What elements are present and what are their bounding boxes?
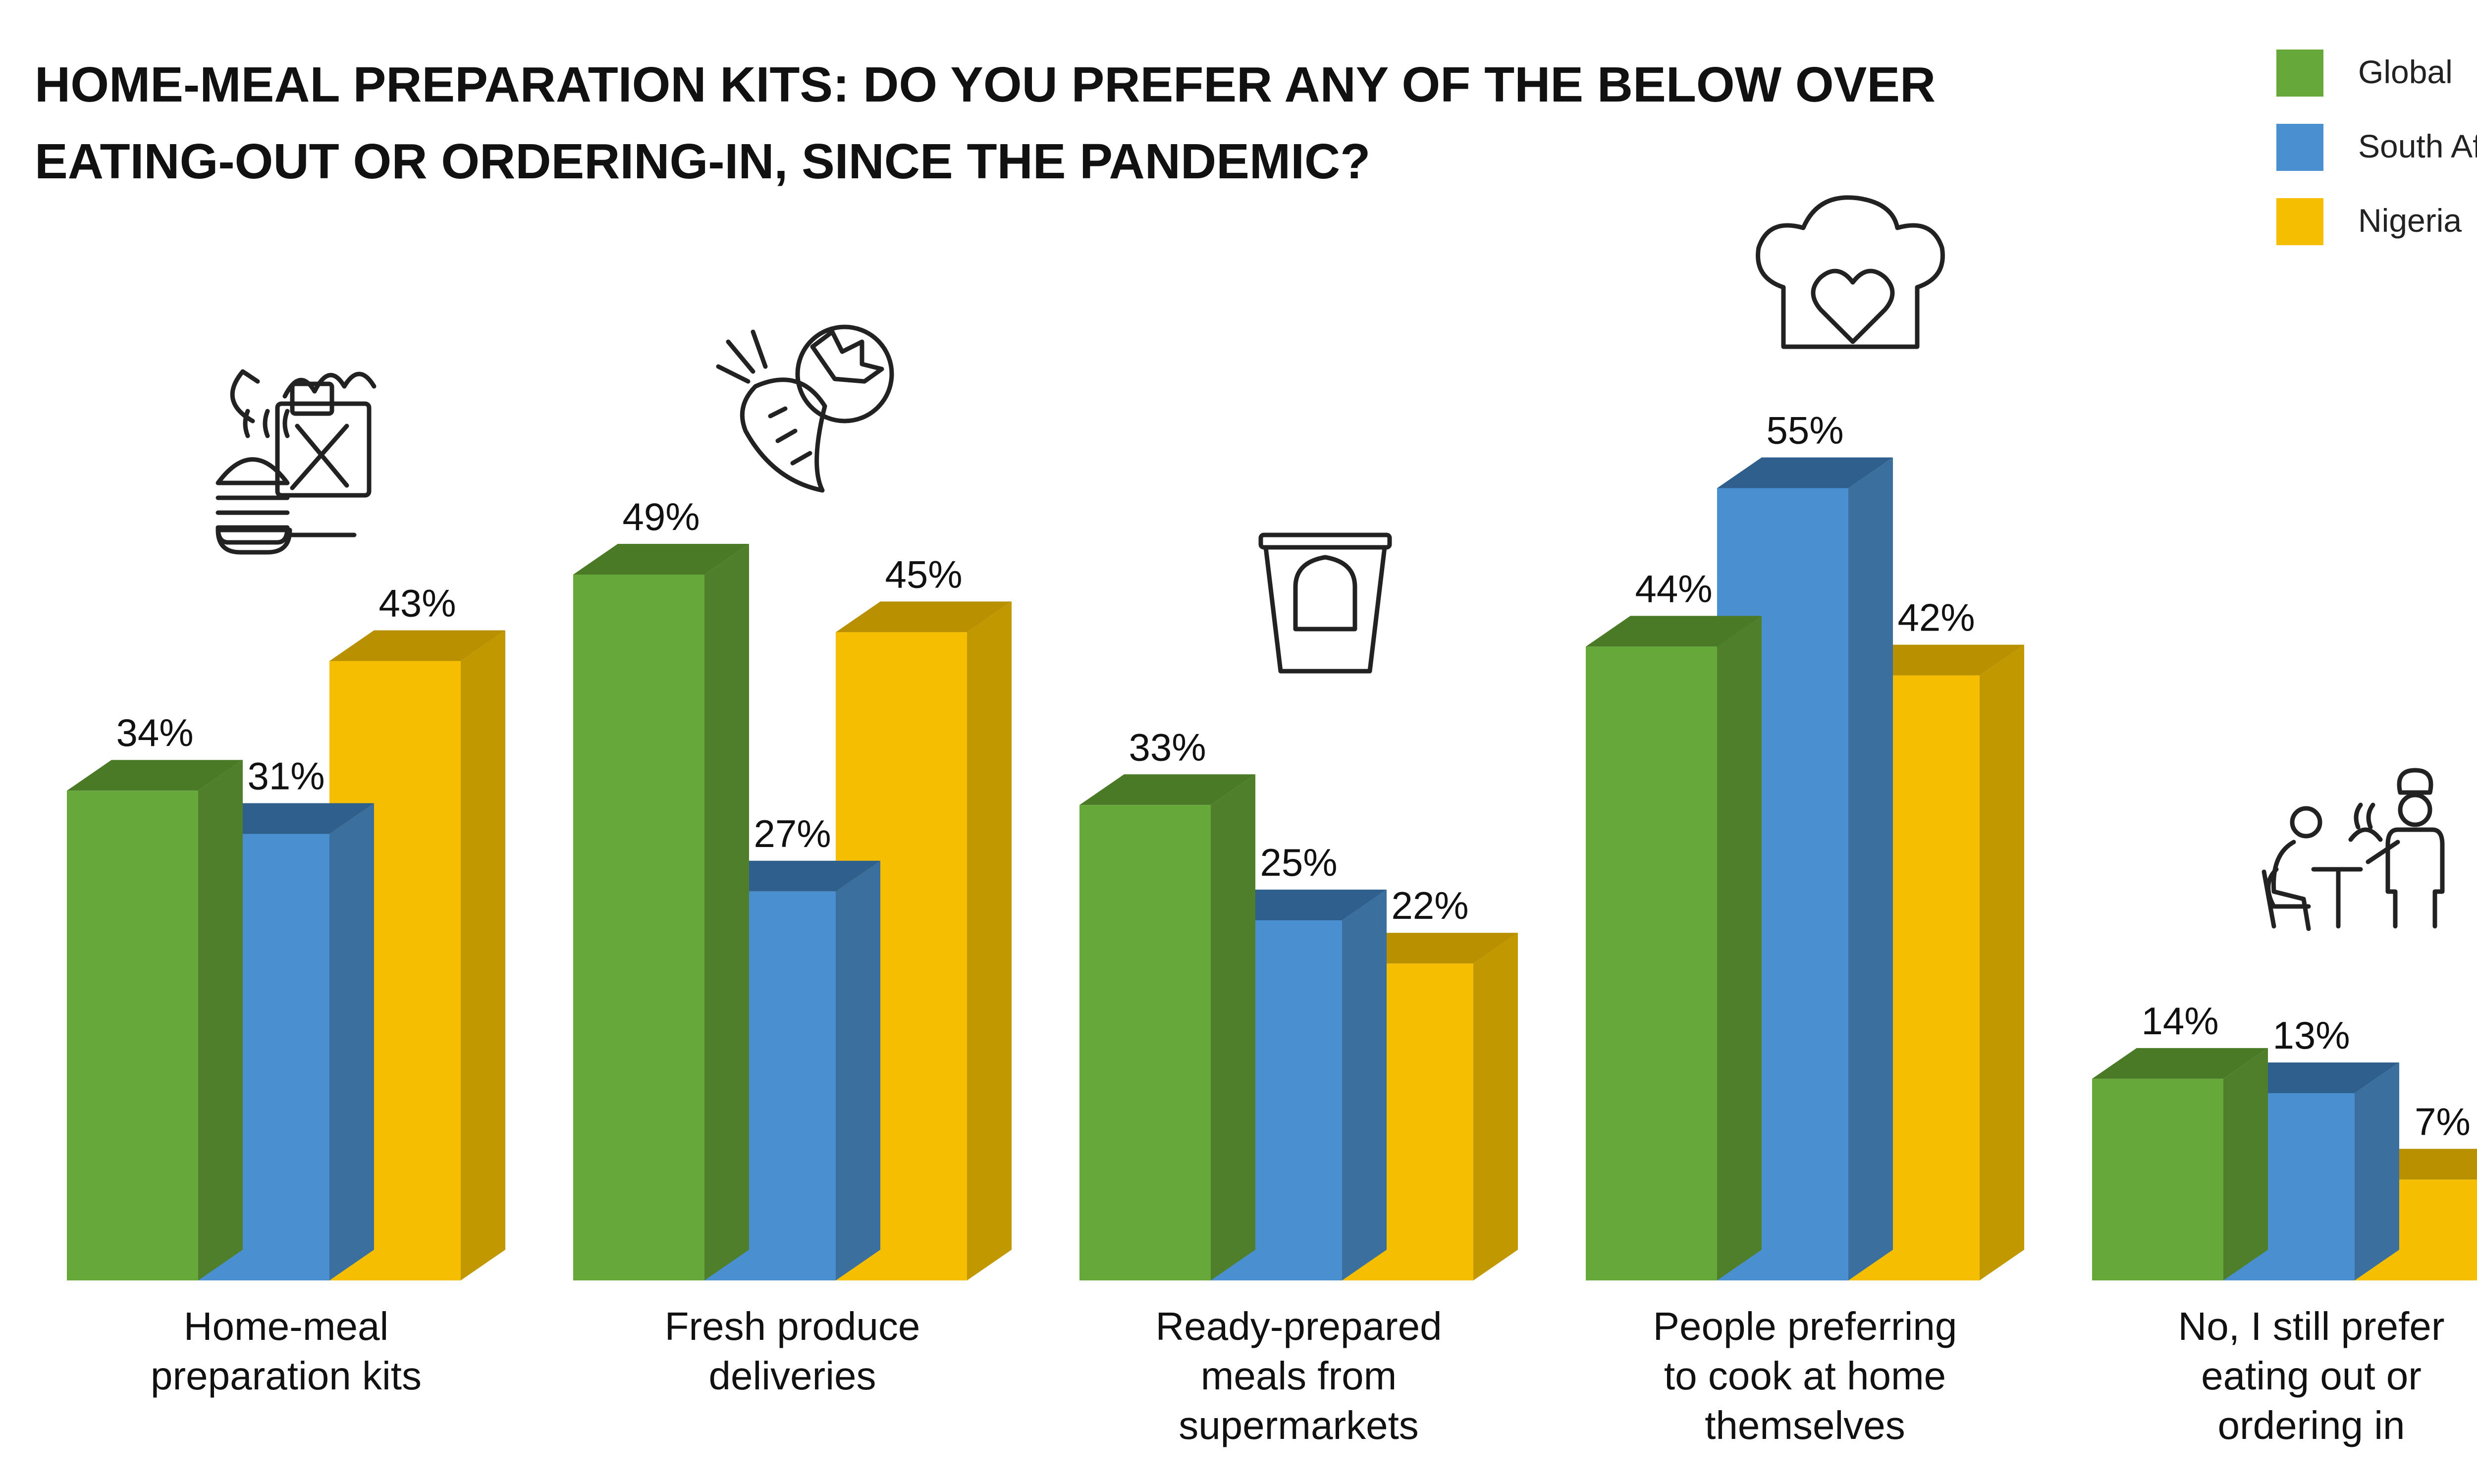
bar-side-global-1 [198,760,243,1280]
bar-side-nigeria-4 [1980,644,2024,1280]
bar-global-3 [1079,774,1255,1280]
bar-top-nigeria-2 [836,601,1012,633]
legend-swatch-nigeria [2276,198,2323,245]
value-label-nigeria-2: 45% [885,552,962,596]
meal-kit-icon [215,369,377,555]
legend-item-global: Global [2276,50,2453,97]
value-label-global-5: 14% [2141,999,2218,1043]
bar-global-5 [2092,1048,2268,1280]
bar-front-global-1 [67,791,198,1280]
bar-front-global-4 [1586,646,1717,1280]
bar-front-global-2 [573,575,704,1280]
bar-front-global-3 [1079,805,1211,1280]
value-label-south-africa-1: 31% [247,754,324,797]
bar-top-nigeria-1 [329,630,505,661]
restaurant-waiter-icon [2262,768,2445,931]
bar-side-south-africa-1 [329,803,374,1280]
carrot-tomato-icon [716,324,894,493]
bars [67,457,2477,1280]
bar-top-global-5 [2092,1048,2268,1079]
value-label-nigeria-1: 43% [378,581,456,625]
value-label-global-1: 34% [116,711,193,754]
category-label-4: People preferring to cook at home themselv… [1653,1304,1957,1447]
bar-side-global-4 [1717,616,1762,1280]
legend-swatch-global [2276,50,2323,97]
value-label-nigeria-5: 7% [2415,1100,2471,1143]
value-labels: 43% 31% 34% 45% 27% 49% 22% 25% 33% 42% 55% 44% 7% 13… [116,409,2470,1144]
bar-global-4 [1586,616,1762,1280]
category-label-2: Fresh produce deliveries [665,1304,920,1398]
bar-global-1 [67,760,243,1280]
bar-side-south-africa-4 [1848,457,1893,1280]
chef-hat-heart-icon [1756,195,1945,349]
bar-side-nigeria-2 [967,601,1012,1280]
ready-meal-cup-icon [1258,532,1392,674]
bar-side-south-africa-5 [2355,1062,2399,1280]
bar-front-global-5 [2092,1078,2223,1280]
bar-side-south-africa-2 [836,860,880,1280]
bar-top-global-2 [573,544,749,575]
bar-top-global-4 [1586,616,1762,647]
bar-side-nigeria-3 [1473,933,1518,1280]
value-label-south-africa-5: 13% [2272,1013,2350,1057]
bar-side-global-3 [1211,774,1255,1280]
bar-side-south-africa-3 [1342,889,1387,1280]
category-label-3: Ready-prepared meals from supermarkets [1155,1304,1442,1447]
category-label-5: No, I still prefer eating out or ordering … [2178,1304,2445,1447]
value-label-nigeria-4: 42% [1897,596,1975,639]
bar-side-global-5 [2223,1048,2268,1280]
bar-side-global-2 [704,544,749,1280]
legend-label-nigeria: Nigeria [2358,202,2462,239]
chart-title-line-1: HOME-MEAL PREPARATION KITS: DO YOU PREFE… [35,57,1936,112]
legend-label-global: Global [2358,53,2453,90]
bar-top-global-3 [1079,774,1255,805]
value-label-south-africa-2: 27% [754,812,831,855]
legend: Global South Africa Nigeria [2276,50,2477,245]
value-label-global-2: 49% [622,495,700,538]
value-label-south-africa-3: 25% [1260,841,1337,884]
bar-top-south-africa-4 [1717,457,1893,488]
legend-item-nigeria: Nigeria [2276,198,2462,245]
value-label-south-africa-4: 55% [1766,409,1843,452]
value-label-global-4: 44% [1635,567,1712,610]
category-labels: Home-meal preparation kits Fresh produce de… [151,1304,2444,1447]
category-label-1: Home-meal preparation kits [151,1304,422,1398]
bar-global-2 [573,544,749,1280]
bar-side-nigeria-1 [461,630,505,1280]
chart-title-line-2: EATING-OUT OR ORDERING-IN, SINCE THE PAN… [35,134,1370,189]
legend-swatch-south-africa [2276,124,2323,171]
legend-label-south-africa: South Africa [2358,128,2477,164]
value-label-nigeria-3: 22% [1391,884,1468,927]
legend-item-south-africa: South Africa [2276,124,2477,171]
bar-top-global-1 [67,760,243,791]
value-label-global-3: 33% [1129,725,1206,769]
